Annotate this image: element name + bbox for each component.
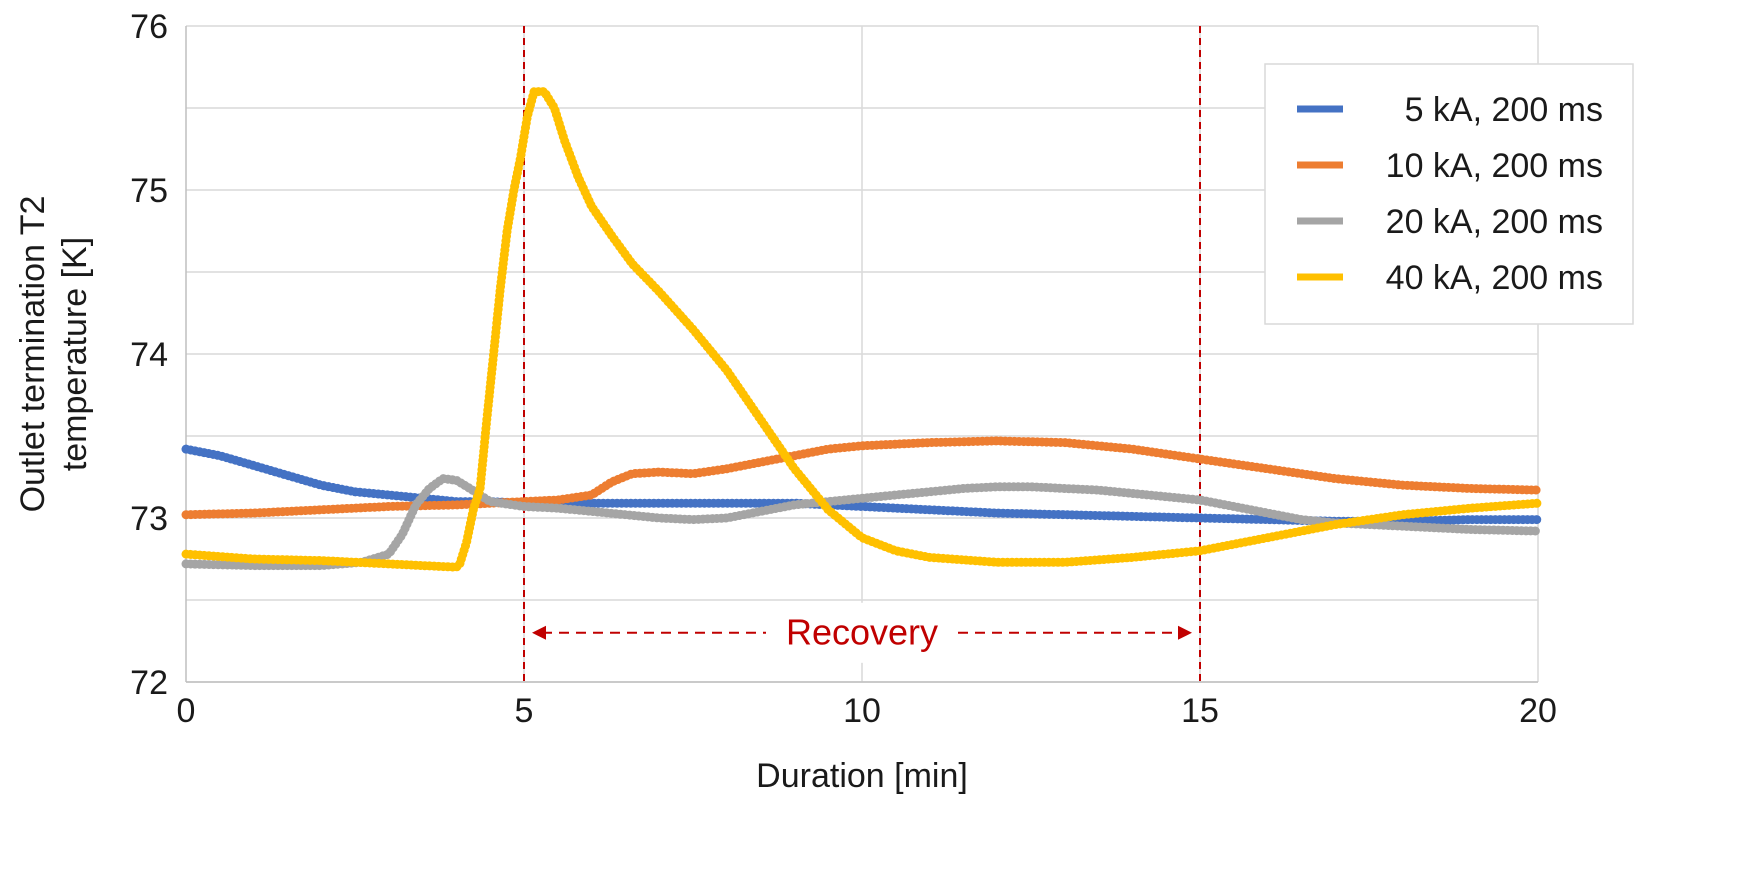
y-tick-labels: 72 73 74 75 76 bbox=[130, 8, 168, 702]
y-axis-title-line-2: temperature [K] bbox=[56, 237, 94, 471]
legend-label: 40 kA, 200 ms bbox=[1386, 259, 1603, 297]
legend: 5 kA, 200 ms 10 kA, 200 ms 20 kA, 200 ms 40… bbox=[1264, 63, 1634, 325]
legend-label: 20 kA, 200 ms bbox=[1386, 203, 1603, 241]
y-axis-title-line-1: Outlet termination T2 bbox=[14, 196, 52, 513]
x-tick-label: 5 bbox=[515, 692, 534, 730]
x-tick-labels: 0 5 10 15 20 bbox=[177, 692, 1557, 730]
axes bbox=[185, 26, 1538, 683]
recovery-annotation: Recovery bbox=[532, 602, 1192, 663]
series-line-core bbox=[185, 88, 1539, 571]
x-tick-label: 20 bbox=[1519, 692, 1557, 730]
series-line-core bbox=[185, 446, 1538, 525]
series-layer bbox=[181, 87, 1543, 572]
recovery-arrowhead-left bbox=[532, 625, 546, 640]
recovery-label: Recovery bbox=[786, 611, 938, 652]
y-tick-label: 72 bbox=[130, 664, 168, 702]
y-tick-label: 76 bbox=[130, 8, 168, 46]
y-tick-label: 73 bbox=[130, 500, 168, 538]
recovery-arrowhead-right bbox=[1178, 625, 1192, 640]
legend-label: 5 kA, 200 ms bbox=[1405, 91, 1603, 129]
recovery-label-background bbox=[762, 602, 962, 663]
x-tick-label: 15 bbox=[1181, 692, 1219, 730]
legend-label: 10 kA, 200 ms bbox=[1386, 147, 1603, 185]
x-axis-title: Duration [min] bbox=[756, 757, 968, 795]
x-tick-label: 0 bbox=[177, 692, 196, 730]
y-tick-label: 74 bbox=[130, 336, 168, 374]
x-tick-label: 10 bbox=[843, 692, 881, 730]
series-line-core bbox=[185, 475, 1539, 569]
y-tick-label: 75 bbox=[130, 172, 168, 210]
